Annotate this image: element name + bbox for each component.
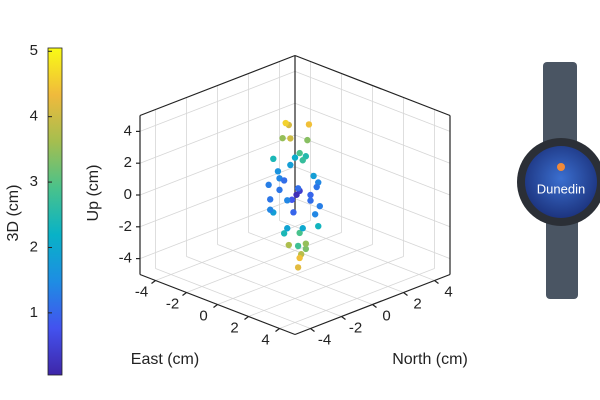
colorbar-tick-label: 4 xyxy=(30,108,38,125)
x-tick-label: -2 xyxy=(166,295,179,312)
z-axis-label: Up (cm) xyxy=(85,165,102,222)
watch-city: Dunedin xyxy=(537,181,585,196)
point xyxy=(313,183,320,191)
point xyxy=(288,196,296,203)
point xyxy=(293,191,300,198)
grid-line xyxy=(294,134,451,196)
point xyxy=(296,149,303,157)
grid-line xyxy=(139,166,296,228)
watch-screen xyxy=(525,146,597,218)
point xyxy=(279,134,286,142)
point xyxy=(296,254,303,262)
point xyxy=(302,245,310,253)
grid-line xyxy=(279,220,435,281)
point xyxy=(267,206,274,213)
point xyxy=(280,177,288,184)
y-tick xyxy=(372,304,377,308)
y-tick xyxy=(310,328,315,332)
point xyxy=(302,240,310,247)
point xyxy=(299,225,306,232)
point xyxy=(270,155,277,163)
point xyxy=(282,119,289,127)
point xyxy=(307,191,314,199)
watch-strap xyxy=(543,62,577,147)
z-tick-label: 2 xyxy=(124,154,132,171)
grid-line xyxy=(186,256,342,317)
y-tick-label: 4 xyxy=(444,283,452,300)
point xyxy=(267,196,274,203)
point xyxy=(294,185,302,192)
point xyxy=(315,223,322,230)
point xyxy=(305,121,313,128)
grid-line xyxy=(139,71,296,132)
x-tick-label: 2 xyxy=(230,319,238,336)
smartwatch: Dunedin xyxy=(517,62,600,299)
y-tick xyxy=(403,292,408,296)
colorbar xyxy=(47,47,63,376)
colorbar-tick-label: 3 xyxy=(30,173,38,190)
grid-line xyxy=(294,71,451,132)
colorbar-tick-label: 2 xyxy=(30,238,38,255)
point xyxy=(296,229,303,237)
colorbar-label: 3D (cm) xyxy=(5,185,22,242)
point xyxy=(265,181,272,189)
x-tick-label: 4 xyxy=(261,331,269,348)
colorbar-tick-label: 1 xyxy=(30,304,38,321)
point xyxy=(274,168,282,175)
point xyxy=(304,136,311,144)
grid-line xyxy=(139,134,296,196)
map-pin xyxy=(557,163,565,171)
watch-strap xyxy=(546,215,578,299)
z-tick-label: 4 xyxy=(124,122,132,139)
point xyxy=(285,241,292,249)
x-axis-label: East (cm) xyxy=(131,351,199,368)
grid-line xyxy=(294,102,451,164)
y-tick xyxy=(434,280,439,284)
point xyxy=(311,211,319,218)
y-tick xyxy=(341,316,346,320)
point xyxy=(287,135,294,142)
point xyxy=(276,186,283,194)
grid-line xyxy=(294,166,451,228)
grid-line xyxy=(155,268,311,329)
point xyxy=(291,154,299,161)
y-tick-label: -2 xyxy=(349,319,362,336)
grid-line xyxy=(139,102,296,164)
grid-line xyxy=(248,232,404,293)
axis-line xyxy=(139,54,296,117)
point xyxy=(280,230,288,237)
point xyxy=(287,161,294,169)
grid-line xyxy=(217,244,373,305)
x-tick xyxy=(151,280,156,284)
x-tick xyxy=(244,316,249,320)
point xyxy=(316,202,323,210)
y-tick-label: 2 xyxy=(413,295,421,312)
point xyxy=(310,172,317,180)
point xyxy=(294,264,302,271)
colorbar-tick-label: 5 xyxy=(30,42,38,59)
x-tick-label: 0 xyxy=(199,307,207,324)
x-tick xyxy=(213,304,218,308)
point xyxy=(307,197,314,204)
x-tick-label: -4 xyxy=(135,283,148,300)
axis-line xyxy=(294,54,451,117)
z-tick-label: -4 xyxy=(119,250,132,267)
z-tick-label: -2 xyxy=(119,218,132,235)
x-tick xyxy=(182,292,187,296)
point xyxy=(284,225,291,232)
point xyxy=(290,209,297,216)
x-tick xyxy=(275,328,280,332)
point xyxy=(294,242,302,250)
y-tick-label: 0 xyxy=(382,307,390,324)
y-tick-label: -4 xyxy=(318,331,331,348)
z-tick-label: 0 xyxy=(124,186,132,203)
point xyxy=(284,197,291,204)
point xyxy=(299,157,306,164)
y-axis-label: North (cm) xyxy=(392,351,468,368)
